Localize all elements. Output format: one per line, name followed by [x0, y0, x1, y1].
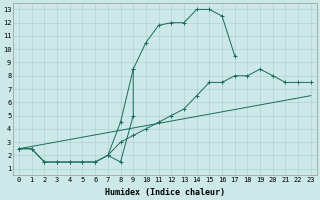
X-axis label: Humidex (Indice chaleur): Humidex (Indice chaleur): [105, 188, 225, 197]
